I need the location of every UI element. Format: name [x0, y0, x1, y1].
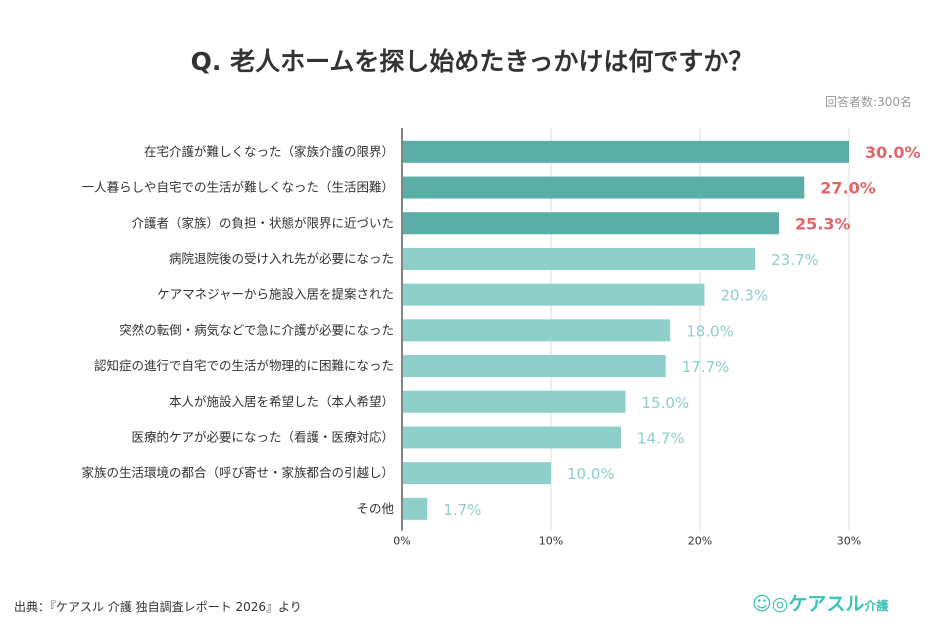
bar [403, 497, 428, 520]
data-label: 30.0% [865, 143, 921, 162]
logo-face-icon: ☺◎ [752, 593, 789, 615]
category-label: 認知症の進行で自宅での生活が物理的に困難になった [94, 358, 394, 373]
category-label: 在宅介護が難しくなった（家族介護の限界） [144, 144, 394, 159]
chart-title: Q. 老人ホームを探し始めたきっかけは何ですか？ [190, 47, 754, 76]
bar [403, 176, 805, 199]
data-label: 23.7% [771, 251, 819, 269]
category-label: 本人が施設入居を希望した（本人希望） [169, 394, 394, 409]
data-label: 20.3% [720, 287, 768, 305]
category-label: 突然の転倒・病気などで急に介護が必要になった [119, 322, 394, 337]
data-label: 14.7% [637, 429, 685, 447]
bar [403, 390, 626, 413]
x-tick-label: 10% [539, 535, 563, 548]
category-label: 医療的ケアが必要になった（看護・医療対応） [131, 429, 394, 444]
bar [403, 247, 756, 270]
data-label: 10.0% [567, 465, 615, 483]
bar [403, 319, 671, 342]
bar [403, 212, 779, 235]
respondent-count: 回答者数:300名 [825, 95, 912, 109]
data-label: 17.7% [682, 358, 730, 376]
data-label: 27.0% [820, 179, 876, 198]
x-tick-label: 30% [837, 535, 861, 548]
category-label: 一人暮らしや自宅での生活が難しくなった（生活困難） [82, 180, 394, 195]
logo: ☺◎ケアスル介護 [752, 593, 889, 615]
x-tick-label: 0% [393, 535, 410, 548]
category-label: 介護者（家族）の負担・状態が限界に近づいた [131, 215, 394, 230]
x-tick-label: 20% [688, 535, 712, 548]
category-label: その他 [356, 501, 394, 516]
bar [403, 283, 705, 306]
data-label: 25.3% [795, 214, 851, 233]
category-label: 病院退院後の受け入れ先が必要になった [169, 251, 394, 266]
bar [403, 462, 551, 485]
bar [403, 355, 666, 378]
category-label: 家族の生活環境の都合（呼び寄せ・家族都合の引越し） [81, 465, 394, 480]
source-note: 出典：『ケアスル 介護 独自調査レポート 2026』より [14, 600, 302, 614]
category-label: ケアマネジャーから施設入居を提案された [157, 287, 394, 302]
data-label: 18.0% [686, 322, 734, 340]
data-label: 1.7% [443, 501, 481, 519]
bar [403, 140, 849, 163]
data-label: 15.0% [642, 394, 690, 412]
bar [403, 426, 622, 449]
